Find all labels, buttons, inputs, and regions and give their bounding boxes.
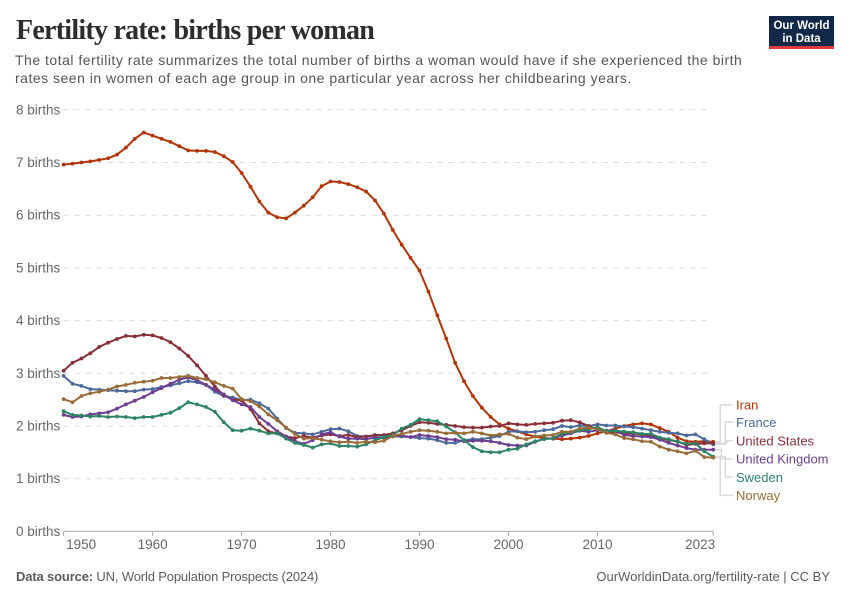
svg-text:5 births: 5 births	[16, 260, 61, 275]
svg-text:1990: 1990	[404, 537, 434, 552]
svg-text:United States: United States	[736, 433, 815, 448]
svg-text:8 births: 8 births	[16, 102, 61, 117]
svg-text:0 births: 0 births	[16, 524, 61, 539]
svg-text:2023: 2023	[685, 537, 715, 552]
svg-text:1960: 1960	[138, 537, 168, 552]
svg-text:2000: 2000	[493, 537, 523, 552]
svg-text:Iran: Iran	[736, 398, 758, 413]
svg-text:United Kingdom: United Kingdom	[736, 452, 829, 467]
svg-text:2010: 2010	[582, 537, 612, 552]
svg-text:Sweden: Sweden	[736, 470, 783, 485]
svg-text:1980: 1980	[315, 537, 345, 552]
svg-text:Norway: Norway	[736, 488, 781, 503]
svg-text:1950: 1950	[66, 537, 96, 552]
svg-text:1 births: 1 births	[16, 471, 61, 486]
svg-text:1970: 1970	[227, 537, 257, 552]
svg-text:6 births: 6 births	[16, 208, 61, 223]
svg-text:France: France	[736, 415, 776, 430]
svg-text:2 births: 2 births	[16, 419, 61, 434]
svg-text:3 births: 3 births	[16, 366, 61, 381]
svg-text:7 births: 7 births	[16, 155, 61, 170]
svg-text:4 births: 4 births	[16, 313, 61, 328]
